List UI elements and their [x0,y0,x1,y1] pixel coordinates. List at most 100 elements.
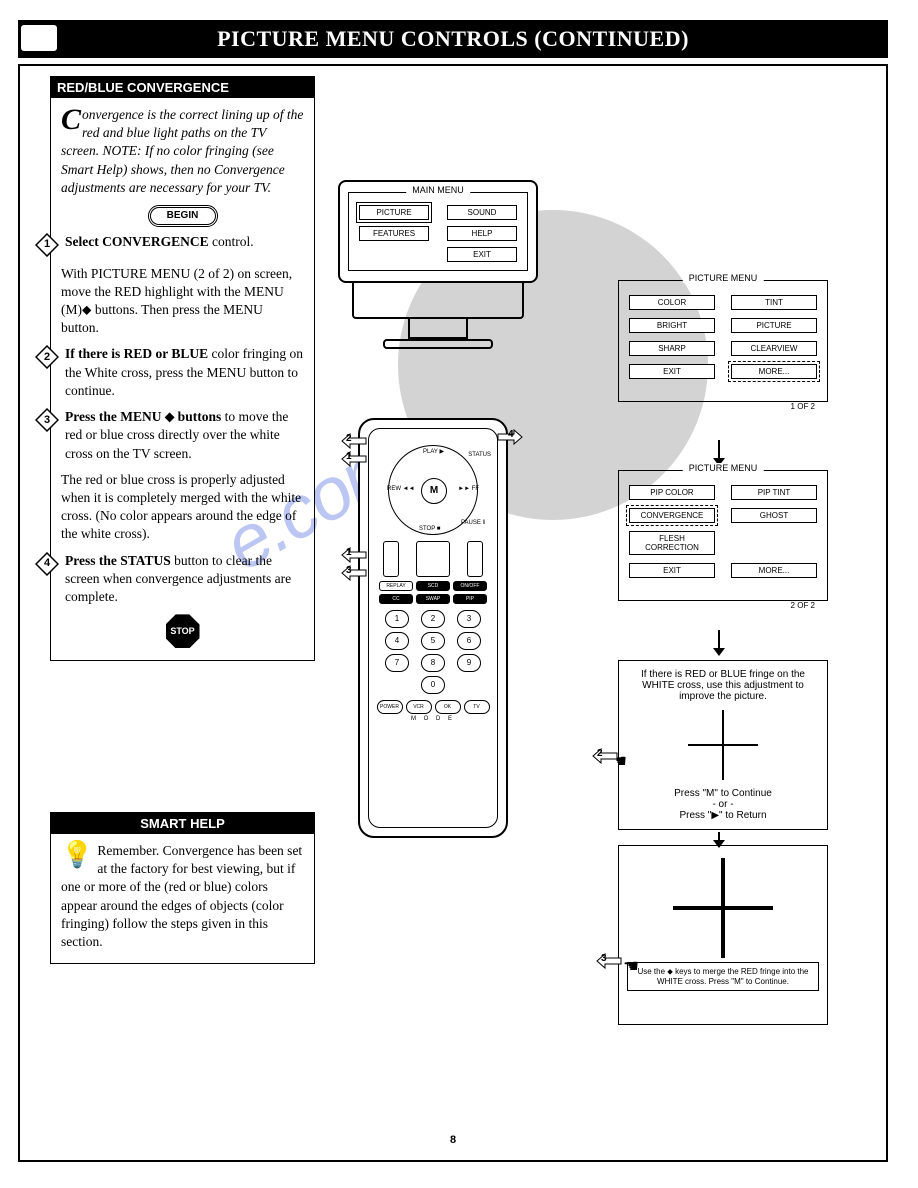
btn-tv: TV [464,700,490,714]
key-4: 4 [385,632,409,650]
btn-power: POWER [377,700,403,714]
pm1-sharp: SHARP [629,341,715,356]
callout-3b: 3 [595,952,623,970]
menu-btn-exit: EXIT [447,247,517,262]
pm1-color: COLOR [629,295,715,310]
key-7: 7 [385,654,409,672]
begin-pill: BEGIN [148,205,218,227]
pm1-clearview: CLEARVIEW [731,341,817,356]
intro-para: Convergence is the correct lining up of … [61,106,304,197]
vol-rocker [383,541,399,577]
smarthelp-text: Remember. Convergence has been set at th… [61,843,302,949]
callout-3a: 3 [340,564,368,582]
pictmenu2-box: PICTURE MENU PIP COLOR PIP TINT CONVERGE… [618,470,828,601]
lbl-rew: REW ◄◄ [387,486,415,492]
msg1-p2: Press "▶" to Return [627,810,819,821]
pm2-exit: EXIT [629,563,715,578]
key-8: 8 [421,654,445,672]
sbtn: PIP [453,594,487,604]
menu-btn-picture: PICTURE [359,205,429,220]
pm1-exit: EXIT [629,364,715,379]
page-number: 8 [450,1134,456,1146]
mode-label: M O D E [375,716,491,722]
callout-1b: 1 [340,546,368,564]
step1-text: Select CONVERGENCE control. [65,233,254,257]
step-diamond-4: 4 [35,552,59,576]
tv-page-icon [18,22,60,54]
pictmenu1-box: PICTURE MENU COLOR TINT BRIGHT PICTURE S… [618,280,828,402]
sbtn: SWAP [416,594,450,604]
msg1-or: - or - [627,799,819,810]
lbl-pause: PAUSE ‖ [461,520,485,526]
menu-btn-sound: SOUND [447,205,517,220]
key-3: 3 [457,610,481,628]
lbl-stop: STOP ■ [419,526,440,532]
infobox2: Use the ⬥ keys to merge the RED fringe i… [618,845,828,1025]
sbtn-replay: REPLAY [379,581,413,591]
callout-1a: 1 [340,450,368,468]
para2: The red or blue cross is properly adjust… [61,471,304,544]
pm2-footer: 2 OF 2 [787,601,819,610]
key-1: 1 [385,610,409,628]
flow-arrow-3 [718,832,720,842]
infobox1: If there is RED or BLUE fringe on the WH… [618,660,828,830]
step3-text: Press the MENU ⬥ buttons to move the red… [65,408,304,463]
bulb-icon: 💡 [61,842,93,868]
key-0: 0 [421,676,445,694]
flow-arrow-2 [718,630,720,650]
callout-2b: 2 [591,747,619,765]
pm2-more: MORE... [731,563,817,578]
menu-btn-help: HELP [447,226,517,241]
callout-4: 4 [496,428,524,446]
cross-big-icon [673,858,773,958]
mainmenu-title: MAIN MENU [406,185,470,195]
para1: With PICTURE MENU (2 of 2) on screen, mo… [61,265,304,338]
page-header: PICTURE MENU CONTROLS (CONTINUED) [18,20,888,58]
step4-text: Press the STATUS button to clear the scr… [65,552,304,607]
remote-diagram: M PLAY ▶ STATUS REW ◄◄ ►► FF STOP ■ PAUS… [358,418,508,838]
flow-arrow-1 [718,440,720,460]
pm1-footer: 1 OF 2 [787,402,819,411]
step-diamond-3: 3 [35,408,59,432]
lbl-status: STATUS [468,452,491,458]
key-9: 9 [457,654,481,672]
lbl-play: PLAY ▶ [423,448,444,455]
pm2-ghost: GHOST [731,508,817,523]
btn-ok: OK [435,700,461,714]
pm2-piptint: PIP TINT [731,485,817,500]
menu-btn-features: FEATURES [359,226,429,241]
pm1-more: MORE... [731,364,817,379]
tv-diagram: MAIN MENU PICTURE SOUND FEATURES HELP EX… [338,180,538,349]
pm2-convergence: CONVERGENCE [629,508,715,523]
pm1-tint: TINT [731,295,817,310]
msg1-line1: If there is RED or BLUE fringe on the WH… [627,669,819,702]
msg1-p1: Press "M" to Continue [627,788,819,799]
step2-text: If there is RED or BLUE color fringing o… [65,345,304,400]
step-diamond-1: 1 [35,233,59,257]
smarthelp-title: SMART HELP [51,813,314,834]
msg2-text: Use the ⬥ keys to merge the RED fringe i… [627,962,819,991]
key-2: 2 [421,610,445,628]
cross-icon [688,710,758,780]
hand-icon-3: ☛ [623,956,639,977]
sbtn: SCD [416,581,450,591]
center-block [416,541,450,577]
sbtn: ON/OFF [453,581,487,591]
sbtn: CC [379,594,413,604]
key-6: 6 [457,632,481,650]
pm1-picture: PICTURE [731,318,817,333]
redblue-box: RED/BLUE CONVERGENCE Convergence is the … [50,76,315,661]
callout-2a: 2 [340,432,368,450]
smarthelp-box: SMART HELP 💡 Remember. Convergence has b… [50,812,315,964]
pm1-bright: BRIGHT [629,318,715,333]
pictmenu1-title: PICTURE MENU [683,273,764,283]
pictmenu2-title: PICTURE MENU [683,463,764,473]
lbl-ff: ►► FF [458,486,479,492]
key-5: 5 [421,632,445,650]
redblue-title: RED/BLUE CONVERGENCE [51,77,314,98]
dpad-m: M [421,478,447,504]
pm2-pipcolor: PIP COLOR [629,485,715,500]
pm2-flesh: FLESH CORRECTION [629,531,715,555]
step-diamond-2: 2 [35,345,59,369]
ch-rocker [467,541,483,577]
